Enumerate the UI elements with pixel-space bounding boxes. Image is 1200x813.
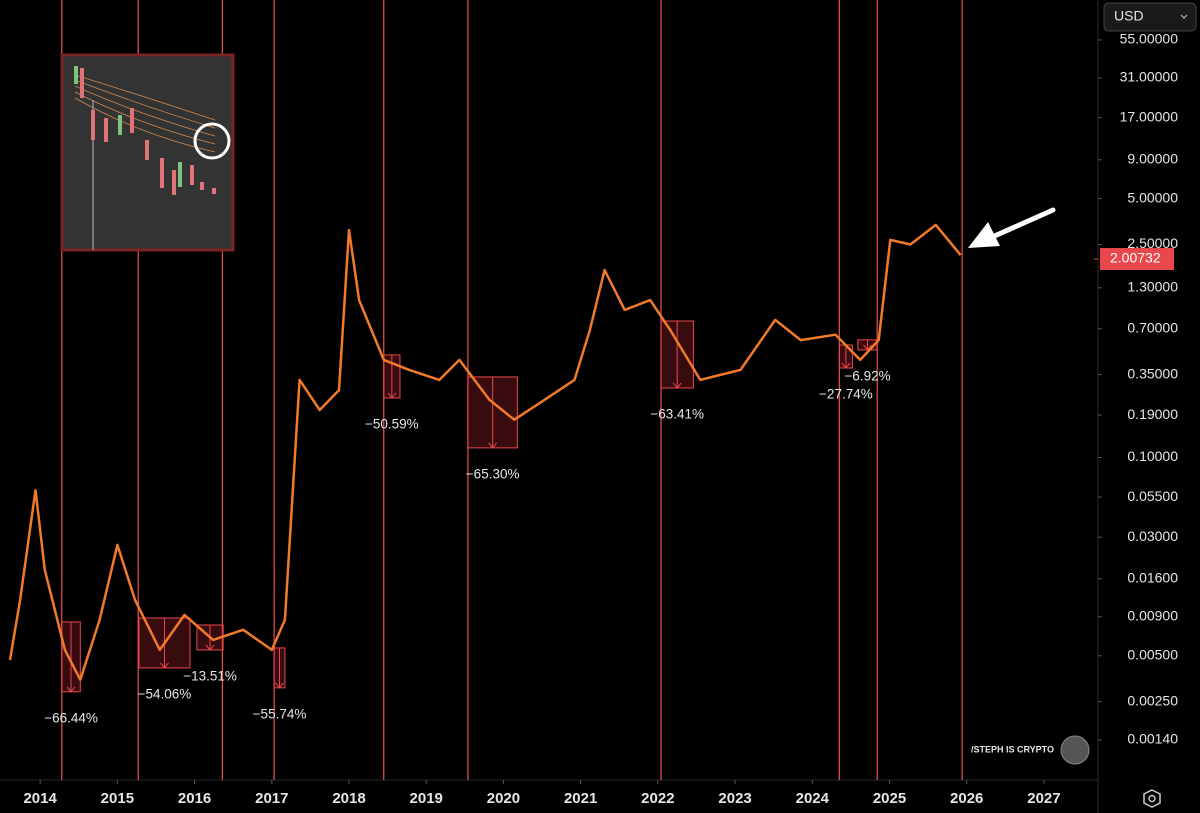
- x-tick-label: 2026: [950, 790, 983, 807]
- y-tick-label: 0.00500: [1127, 646, 1178, 662]
- x-tick-label: 2025: [873, 790, 906, 807]
- watermark: /STEPH IS CRYPTO: [971, 744, 1054, 754]
- y-tick-label: 0.10000: [1127, 448, 1178, 464]
- candle: [80, 68, 84, 98]
- x-tick-label: 2014: [23, 790, 57, 807]
- y-tick-label: 55.00000: [1120, 31, 1179, 47]
- inset-highlight: [193, 122, 231, 160]
- y-tick-label: 0.05500: [1127, 488, 1178, 504]
- x-tick-label: 2019: [410, 790, 443, 807]
- drawdown-label: −54.06%: [138, 687, 192, 702]
- y-tick-label: 0.19000: [1127, 406, 1178, 422]
- x-tick-label: 2023: [718, 790, 751, 807]
- price-line: [8, 223, 962, 681]
- inset: [60, 53, 235, 252]
- y-tick-label: 0.00140: [1127, 731, 1178, 747]
- inset-line: [74, 74, 216, 121]
- x-tick-label: 2018: [332, 790, 365, 807]
- inset-candles: [74, 66, 231, 250]
- candle: [91, 110, 95, 140]
- drawdown-label: −66.44%: [44, 710, 98, 725]
- y-tick-label: 0.00900: [1127, 608, 1178, 624]
- inset-line: [74, 79, 216, 129]
- y-tick-label: 31.00000: [1120, 69, 1179, 85]
- y-tick-label: 1.30000: [1127, 278, 1178, 294]
- candle: [160, 158, 164, 188]
- y-tick-label: 0.03000: [1127, 528, 1178, 544]
- candle: [212, 188, 216, 194]
- y-tick-label: 0.00250: [1127, 692, 1178, 708]
- drawdown-label: −55.74%: [253, 706, 307, 721]
- y-tick-label: 9.00000: [1127, 150, 1178, 166]
- dropdown-chevron[interactable]: [1180, 14, 1188, 19]
- candle: [74, 66, 78, 84]
- y-tick-label: 0.70000: [1127, 319, 1178, 335]
- candle: [200, 182, 204, 190]
- candle: [104, 118, 108, 142]
- inset-line: [74, 91, 216, 145]
- drawdown-arrow: [488, 376, 498, 449]
- settings-button[interactable]: [1143, 789, 1161, 808]
- candle: [118, 115, 122, 135]
- drawdown-arrow: [841, 344, 851, 369]
- drawdown-label: −27.74%: [819, 387, 873, 402]
- y-tick-label: 17.00000: [1120, 108, 1179, 124]
- drawdown-label: −13.51%: [183, 669, 237, 684]
- drawdown-label: −65.30%: [466, 466, 520, 481]
- candle: [130, 108, 134, 133]
- dropdown-label[interactable]: USD: [1114, 8, 1144, 24]
- drawdown-arrow: [672, 320, 682, 389]
- callout-arrow: [968, 207, 1056, 248]
- currency-dropdown[interactable]: USD: [1103, 2, 1197, 32]
- arrow-shaft: [987, 207, 1056, 241]
- last-price-tag: [1100, 248, 1174, 271]
- x-tick-label: 2024: [796, 790, 830, 807]
- x-tick-label: 2027: [1027, 790, 1060, 807]
- drawdown-arrow: [66, 621, 76, 693]
- x-tick-label: 2022: [641, 790, 674, 807]
- y-tick-label: 2.50000: [1127, 235, 1178, 251]
- gear-icon[interactable]: [1143, 789, 1161, 808]
- y-tick-label: 0.35000: [1127, 365, 1178, 381]
- candle: [190, 165, 194, 185]
- last-price-label: 2.00732: [1110, 250, 1161, 266]
- x-tick-label: 2021: [564, 790, 597, 807]
- avatar: [1060, 735, 1090, 765]
- x-tick-label: 2015: [101, 790, 134, 807]
- x-tick-label: 2017: [255, 790, 288, 807]
- drawdown-arrow: [863, 339, 872, 351]
- arrow-head: [968, 222, 1000, 248]
- gear-center[interactable]: [1148, 794, 1156, 803]
- candle: [172, 170, 176, 195]
- y-tick-label: 5.00000: [1127, 189, 1178, 205]
- drawdown-arrow: [275, 647, 284, 689]
- drawdown-label: −50.59%: [365, 417, 419, 432]
- drawdown-label: −6.92%: [844, 369, 890, 384]
- x-tick-label: 2016: [178, 790, 211, 807]
- dropdown-box[interactable]: [1103, 2, 1197, 32]
- drawdown-label: −63.41%: [650, 407, 704, 422]
- candle: [145, 140, 149, 160]
- y-tick-label: 0.01600: [1127, 569, 1178, 585]
- candle: [178, 162, 182, 187]
- x-tick-label: 2020: [487, 790, 520, 807]
